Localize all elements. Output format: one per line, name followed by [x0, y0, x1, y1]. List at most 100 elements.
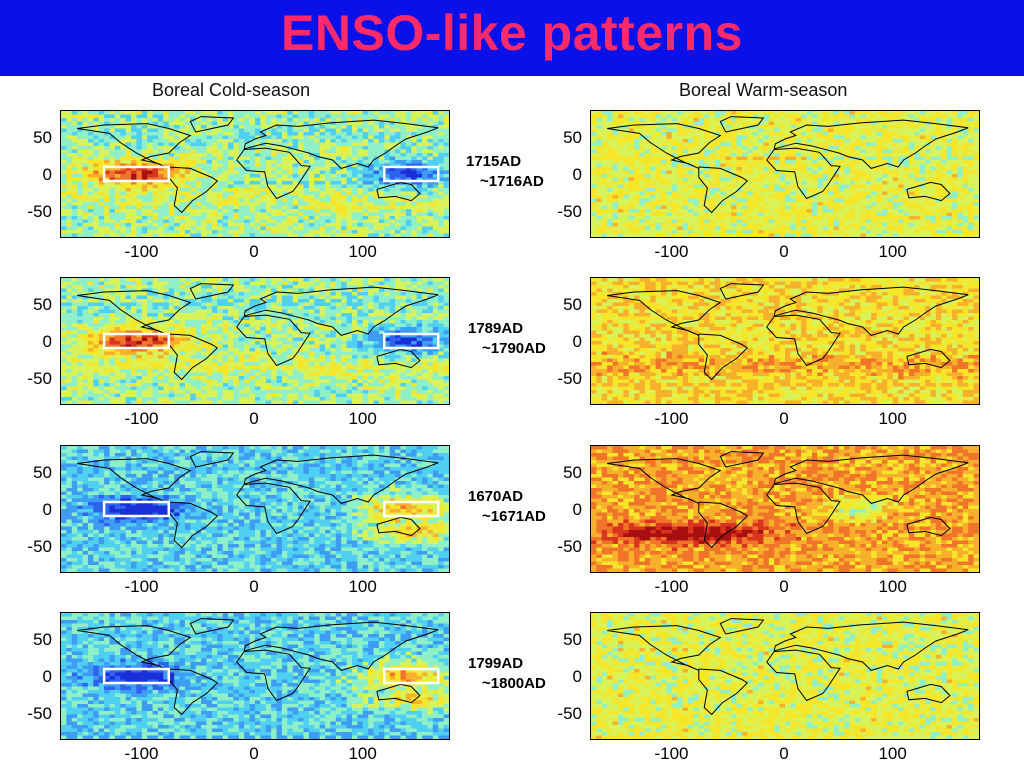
nino-east-box	[102, 500, 171, 518]
coastline	[607, 290, 722, 336]
x-tick-label: 0	[754, 242, 814, 262]
y-tick-label: 50	[10, 295, 52, 315]
cold-season-map-panel	[60, 612, 450, 740]
coastline	[77, 458, 192, 504]
coastline	[168, 668, 219, 716]
coastline	[766, 649, 841, 702]
y-tick-label: 50	[10, 630, 52, 650]
coastline	[189, 283, 235, 300]
y-tick-label: -50	[540, 704, 582, 724]
coastline	[189, 618, 235, 635]
x-tick-label: 0	[754, 409, 814, 429]
coastline	[243, 621, 439, 671]
year-end: ~1671AD	[468, 507, 546, 527]
nino-east-box	[102, 332, 171, 350]
warm-season-map-panel	[590, 612, 980, 740]
coastline	[243, 454, 439, 504]
anomaly-map	[591, 613, 979, 739]
coastline	[719, 451, 765, 468]
x-tick-label: -100	[111, 577, 171, 597]
x-tick-label: 0	[224, 242, 284, 262]
y-tick-label: 0	[540, 165, 582, 185]
column-header-cold: Boreal Cold-season	[152, 80, 310, 101]
warm-season-map-panel	[590, 277, 980, 405]
x-tick-label: 0	[754, 744, 814, 764]
y-tick-label: 0	[10, 332, 52, 352]
x-tick-label: 100	[333, 242, 393, 262]
coastline	[766, 147, 841, 200]
anomaly-map	[591, 446, 979, 572]
coastline	[906, 683, 951, 704]
cold-season-map-panel	[60, 110, 450, 238]
warm-season-map-panel	[590, 110, 980, 238]
nino-east-box	[102, 667, 171, 685]
coastline	[698, 501, 749, 549]
coastline	[77, 123, 192, 169]
y-tick-label: -50	[540, 202, 582, 222]
coastline	[168, 166, 219, 214]
coastline	[773, 621, 969, 671]
y-tick-label: -50	[10, 704, 52, 724]
coastline	[77, 290, 192, 336]
anomaly-map	[61, 111, 449, 237]
x-tick-label: 0	[754, 577, 814, 597]
x-tick-label: 0	[224, 409, 284, 429]
coastline	[719, 618, 765, 635]
x-tick-label: 100	[333, 577, 393, 597]
anomaly-map	[61, 278, 449, 404]
x-tick-label: -100	[641, 577, 701, 597]
coastline	[607, 123, 722, 169]
x-tick-label: 100	[333, 744, 393, 764]
coastline	[77, 625, 192, 671]
y-tick-label: 0	[540, 667, 582, 687]
nino-west-box	[383, 332, 440, 350]
x-tick-label: 100	[863, 409, 923, 429]
event-year-label: 1715AD ~1716AD	[466, 152, 544, 192]
coastline	[773, 286, 969, 336]
coastline	[236, 314, 311, 367]
year-end: ~1790AD	[468, 339, 546, 359]
cold-season-map-panel	[60, 277, 450, 405]
year-end: ~1800AD	[468, 674, 546, 694]
x-tick-label: 100	[863, 242, 923, 262]
coastline	[766, 314, 841, 367]
x-tick-label: -100	[111, 242, 171, 262]
anomaly-map	[591, 278, 979, 404]
event-year-label: 1670AD ~1671AD	[468, 487, 546, 527]
warm-season-map-panel	[590, 445, 980, 573]
year-start: 1789AD	[468, 320, 523, 337]
column-header-warm: Boreal Warm-season	[679, 80, 847, 101]
coastline	[168, 501, 219, 549]
coastline	[243, 286, 439, 336]
nino-west-box	[383, 500, 440, 518]
nino-west-box	[383, 165, 440, 183]
y-tick-label: 50	[540, 295, 582, 315]
x-tick-label: 100	[863, 744, 923, 764]
coastline	[236, 147, 311, 200]
y-tick-label: 0	[10, 500, 52, 520]
y-tick-label: -50	[10, 537, 52, 557]
y-tick-label: 50	[540, 128, 582, 148]
coastline	[236, 649, 311, 702]
y-tick-label: 50	[10, 463, 52, 483]
anomaly-map	[61, 446, 449, 572]
coastline	[719, 116, 765, 133]
year-start: 1670AD	[468, 488, 523, 505]
x-tick-label: -100	[111, 409, 171, 429]
y-tick-label: -50	[540, 537, 582, 557]
coastline	[906, 348, 951, 369]
x-tick-label: 0	[224, 577, 284, 597]
coastline	[773, 454, 969, 504]
x-tick-label: -100	[111, 744, 171, 764]
coastline	[236, 482, 311, 535]
y-tick-label: 50	[540, 463, 582, 483]
coastline	[376, 683, 421, 704]
anomaly-map	[591, 111, 979, 237]
y-tick-label: 0	[10, 667, 52, 687]
y-tick-label: 50	[540, 630, 582, 650]
coastline	[243, 119, 439, 169]
coastline	[376, 348, 421, 369]
nino-east-box	[102, 165, 171, 183]
slide-title: ENSO-like patterns	[0, 4, 1024, 62]
anomaly-map	[61, 613, 449, 739]
